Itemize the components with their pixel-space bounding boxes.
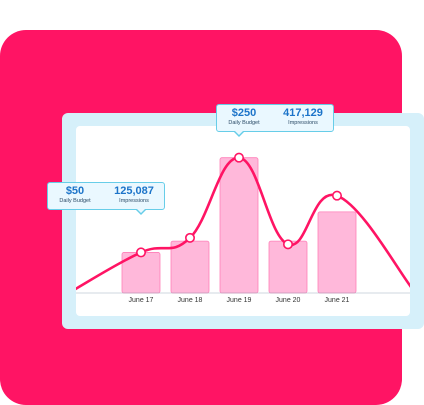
tooltip-impressions-label: Impressions: [119, 198, 149, 204]
point-june-17: [135, 247, 146, 258]
chart-card: June 17 June 18 June 19 June 20 June 21: [76, 126, 410, 316]
tooltip-june-17: $50 Daily Budget 125,087 Impressions: [47, 182, 165, 215]
point-june-21: [331, 190, 342, 201]
x-tick-label: June 20: [276, 297, 301, 304]
tooltip-budget-label: Daily Budget: [59, 198, 91, 204]
bar-june-18: [170, 240, 210, 294]
x-tick-label: June 21: [325, 297, 350, 304]
tooltip-impressions-value: 125,087: [114, 185, 154, 197]
tooltip-budget-value: $50: [65, 185, 85, 197]
tooltip-june-19: $250 Daily Budget 417,129 Impressions: [216, 104, 334, 137]
tooltip-impressions-label: Impressions: [288, 120, 318, 126]
bar-june-19: [219, 157, 259, 294]
bar-june-21: [317, 211, 357, 294]
tooltip-budget-label: Daily Budget: [228, 120, 260, 126]
point-june-20: [283, 239, 294, 250]
tooltip-impressions-value: 417,129: [283, 107, 323, 119]
x-tick-label: June 18: [178, 297, 203, 304]
bar-line-chart: June 17 June 18 June 19 June 20 June 21: [76, 152, 410, 304]
tooltip-pointer-fill: [234, 130, 244, 135]
x-tick-label: June 17: [129, 297, 154, 304]
point-june-18: [185, 232, 196, 243]
tooltip-pointer-fill: [136, 208, 146, 213]
point-june-19: [234, 152, 245, 163]
tooltip-budget-value: $250: [231, 107, 257, 119]
x-tick-label: June 19: [227, 297, 252, 304]
